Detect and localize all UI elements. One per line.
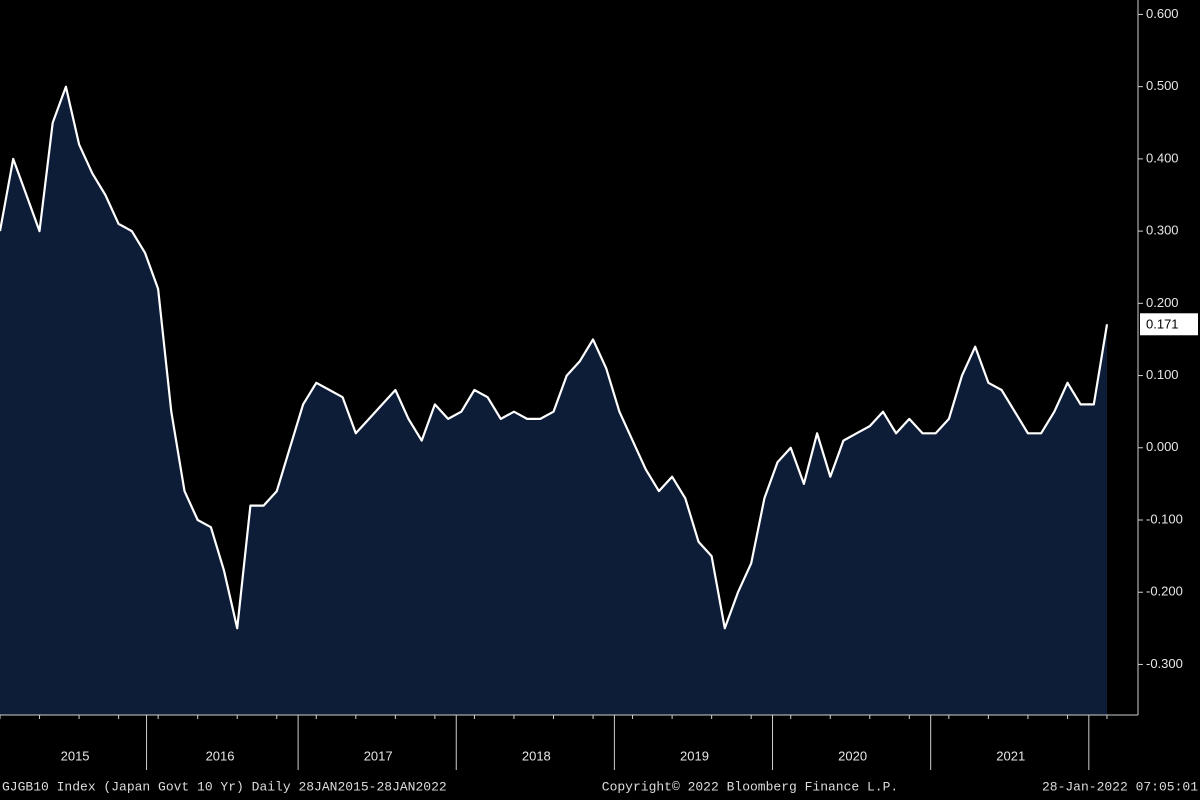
footer-center: Copyright© 2022 Bloomberg Finance L.P. bbox=[602, 779, 898, 794]
x-tick-label: 2015 bbox=[61, 748, 90, 763]
line bbox=[0, 85, 1109, 630]
y-tick-label: 0.600 bbox=[1146, 6, 1179, 21]
x-tick-label: 2019 bbox=[680, 748, 709, 763]
y-tick-label: -0.200 bbox=[1146, 584, 1183, 599]
y-tick-label: -0.100 bbox=[1146, 511, 1183, 526]
last-value-label: 0.171 bbox=[1146, 317, 1179, 332]
area-fill bbox=[0, 86, 1107, 715]
y-tick-label: 0.400 bbox=[1146, 150, 1179, 165]
x-tick-label: 2018 bbox=[522, 748, 551, 763]
footer-right: 28-Jan-2022 07:05:01 bbox=[1042, 779, 1198, 794]
x-tick-label: 2021 bbox=[996, 748, 1025, 763]
y-tick-label: 0.200 bbox=[1146, 295, 1179, 310]
last-value-tag bbox=[1140, 313, 1198, 336]
footer-left: GJGB10 Index (Japan Govt 10 Yr) Daily 28… bbox=[2, 779, 447, 794]
y-tick-label: -0.300 bbox=[1146, 656, 1183, 671]
y-tick-label: 0.100 bbox=[1146, 367, 1179, 382]
x-tick-label: 2020 bbox=[838, 748, 867, 763]
y-tick-label: 0.000 bbox=[1146, 439, 1179, 454]
y-tick-label: 0.300 bbox=[1146, 223, 1179, 238]
y-tick-label: 0.500 bbox=[1146, 78, 1179, 93]
x-tick-label: 2017 bbox=[364, 748, 393, 763]
x-tick-label: 2016 bbox=[206, 748, 235, 763]
